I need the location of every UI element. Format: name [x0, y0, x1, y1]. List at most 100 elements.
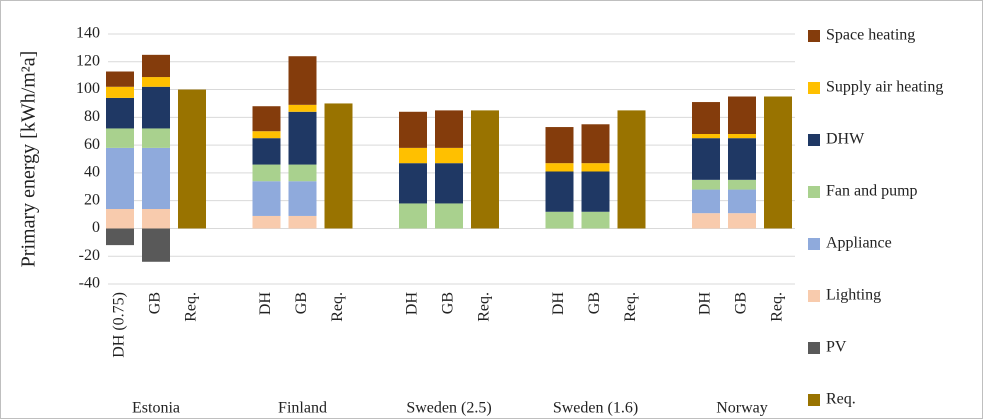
bar-segment [545, 211, 574, 229]
bar-segment [471, 110, 499, 229]
legend-swatch [808, 134, 820, 146]
bar-segment [399, 147, 427, 164]
y-tick-label: 0 [92, 219, 100, 236]
group-label: Finland [278, 400, 327, 417]
bar-segment [728, 138, 756, 180]
legend-label: Space heating [826, 27, 915, 44]
bar-segment [142, 209, 170, 229]
x-tick-label: DH [550, 292, 567, 316]
bar-segment [545, 127, 574, 164]
bar-segment [252, 181, 281, 216]
bar-segment [581, 171, 610, 212]
group-label: Estonia [132, 400, 180, 417]
x-tick-label: Req. [622, 292, 639, 322]
legend-label: Appliance [826, 235, 892, 252]
legend-swatch [808, 82, 820, 94]
bar-segment [692, 189, 720, 214]
x-tick-label: GB [440, 292, 457, 314]
bar-segment [288, 164, 317, 182]
bar-segment [106, 209, 134, 229]
bar-segment [142, 54, 170, 78]
bar-segment [288, 104, 317, 112]
bar-segment [142, 77, 170, 87]
bar-segment [692, 213, 720, 229]
bar-segment [106, 228, 134, 246]
bar-segment [288, 111, 317, 165]
bar-segment [692, 134, 720, 139]
y-tick-label: -20 [79, 247, 100, 264]
bar-segment [178, 89, 206, 229]
legend-swatch [808, 186, 820, 198]
bar-segment [435, 163, 463, 204]
legend-label: Supply air heating [826, 79, 943, 96]
bar-segment [252, 131, 281, 139]
y-tick-label: 100 [76, 80, 100, 97]
bar-segment [142, 128, 170, 148]
bar-segment [252, 215, 281, 229]
bar-segment [581, 163, 610, 172]
bar-segment [764, 96, 792, 229]
bar-segment [692, 179, 720, 190]
x-tick-label: DH [404, 292, 421, 316]
legend-swatch [808, 30, 820, 42]
bar-segment [728, 179, 756, 190]
legend-label: PV [826, 339, 847, 356]
bar-segment [728, 96, 756, 134]
group-label: Sweden (2.5) [406, 400, 491, 417]
bar-segment [106, 86, 134, 98]
legend-swatch [808, 394, 820, 406]
bar-segment [435, 110, 463, 148]
bar-segment [106, 71, 134, 87]
bar-segment [399, 203, 427, 229]
bar-segment [728, 213, 756, 229]
bar-segment [617, 110, 646, 229]
x-tick-label: GB [293, 292, 310, 314]
bar-segment [142, 228, 170, 262]
legend-swatch [808, 342, 820, 354]
y-tick-label: 20 [84, 191, 100, 208]
y-tick-label: 140 [76, 25, 100, 42]
bar-segment [106, 97, 134, 129]
bar-segment [692, 138, 720, 180]
x-tick-label: DH [257, 292, 274, 316]
legend-swatch [808, 290, 820, 302]
group-label: Sweden (1.6) [553, 400, 638, 417]
x-tick-label: Req. [183, 292, 200, 322]
bar-segment [728, 189, 756, 214]
x-tick-label: DH [697, 292, 714, 316]
group-label: Norway [716, 400, 768, 417]
x-tick-label: Req. [476, 292, 493, 322]
bar-segment [324, 103, 353, 229]
legend-label: Lighting [826, 287, 881, 304]
y-tick-label: -40 [79, 275, 100, 292]
bar-segment [581, 211, 610, 229]
bar-segment [692, 102, 720, 134]
bar-segment [288, 215, 317, 229]
y-tick-label: 40 [84, 164, 100, 181]
x-tick-label: GB [586, 292, 603, 314]
x-tick-label: Req. [769, 292, 786, 322]
x-tick-label: Req. [329, 292, 346, 322]
y-tick-label: 60 [84, 136, 100, 153]
bar-segment [142, 86, 170, 129]
bar-segment [545, 163, 574, 172]
bar-segment [545, 171, 574, 212]
bar-segment [399, 111, 427, 148]
x-tick-label: GB [733, 292, 750, 314]
legend-swatch [808, 238, 820, 250]
bar-segment [142, 147, 170, 209]
bar-segment [435, 147, 463, 164]
bar-segment [728, 134, 756, 139]
bar-segment [252, 138, 281, 165]
bar-segment [581, 124, 610, 164]
legend-label: DHW [826, 131, 865, 148]
bar-segment [288, 56, 317, 105]
bar-segment [106, 128, 134, 148]
bar-segment [288, 181, 317, 216]
bar-segment [399, 163, 427, 204]
bar-segment [252, 164, 281, 182]
bar-segment [106, 147, 134, 209]
x-tick-label: GB [147, 292, 164, 314]
y-tick-label: 80 [84, 108, 100, 125]
